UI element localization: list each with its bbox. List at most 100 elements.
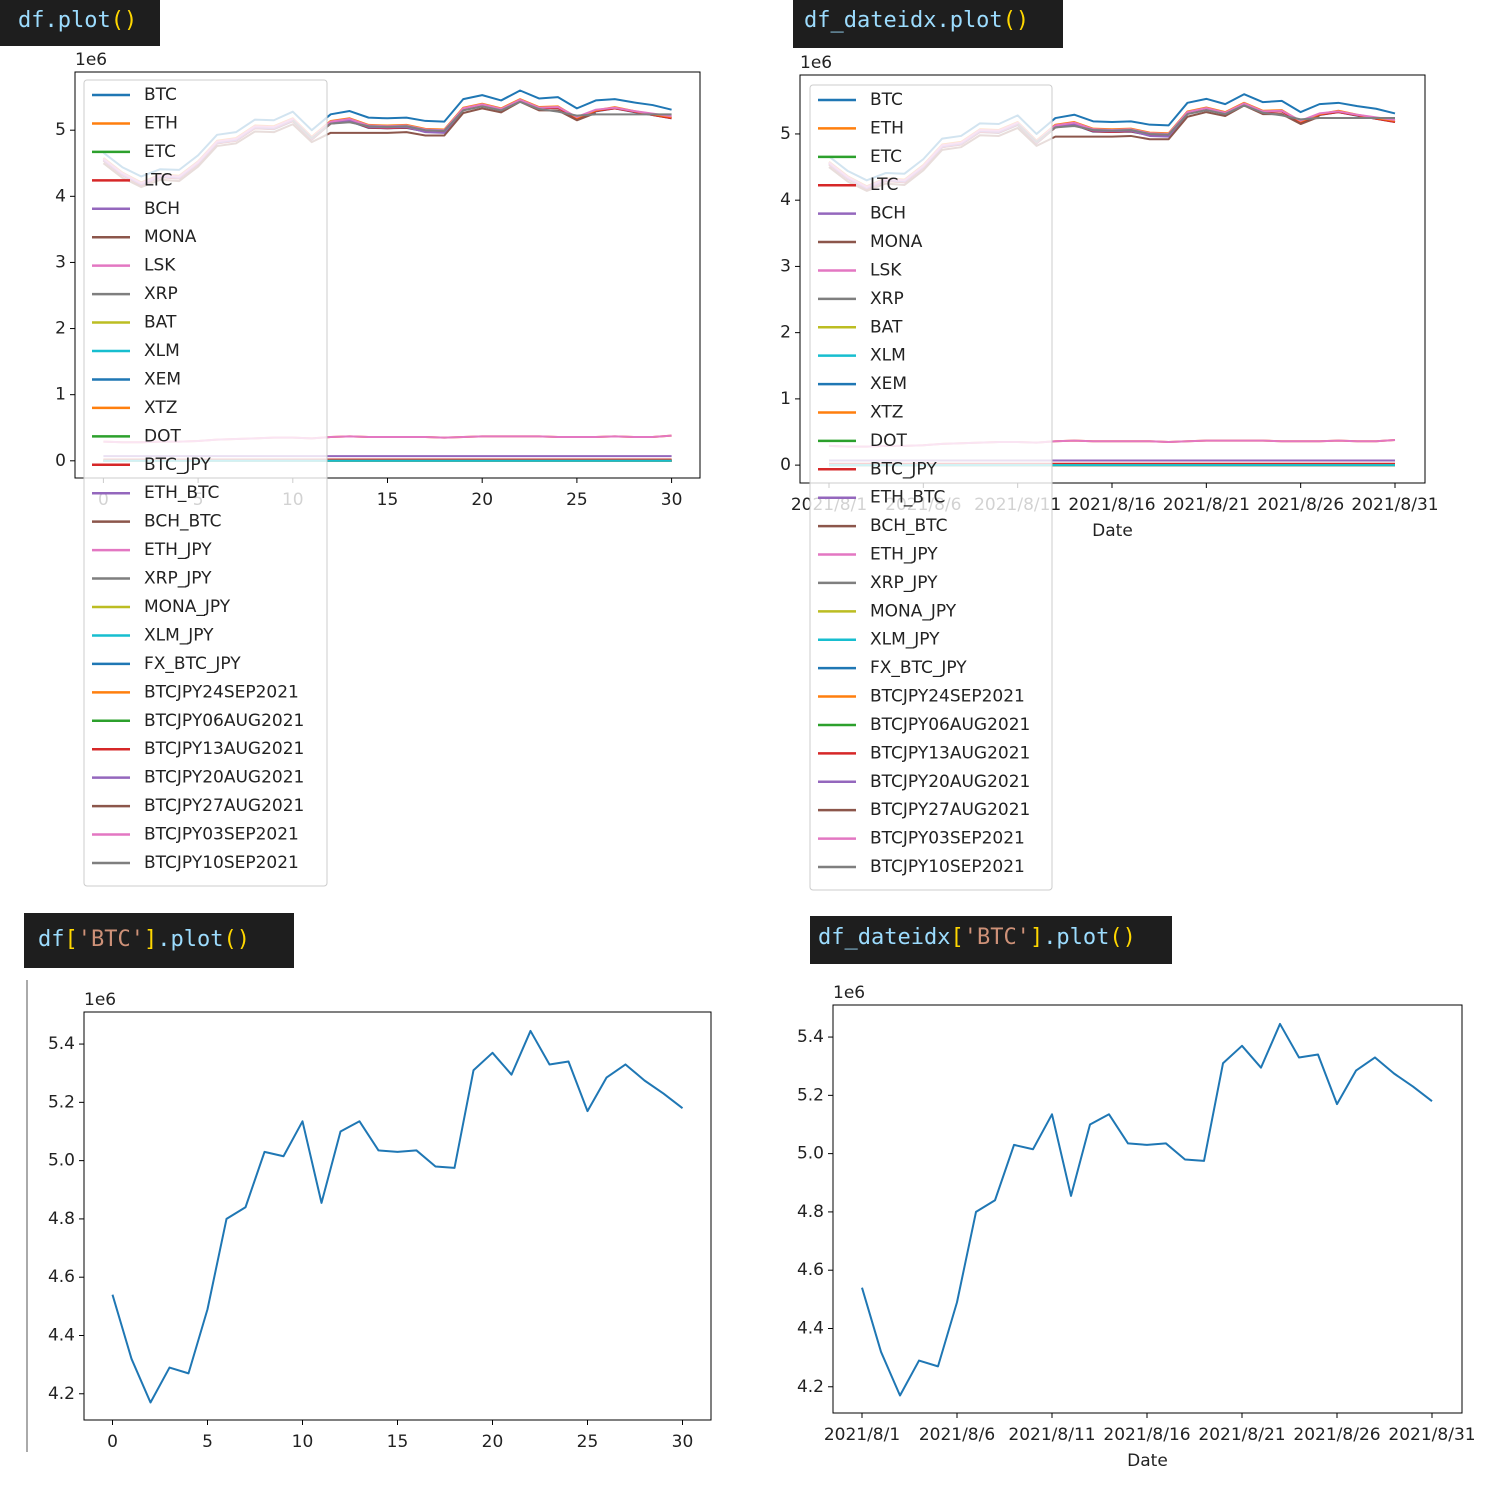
code-token: 'BTC'	[78, 927, 144, 952]
x-axis-label: Date	[1127, 1451, 1168, 1471]
code-token: ]	[1030, 925, 1043, 950]
legend-label: BTCJPY13AUG2021	[870, 743, 1030, 763]
code-text: df_dateidx['BTC'].plot()	[818, 925, 1136, 950]
legend-label: BTC_JPY	[144, 455, 211, 475]
code-text: df['BTC'].plot()	[38, 927, 250, 952]
x-axis-label: Date	[1092, 521, 1133, 541]
y-tick-label: 4.6	[48, 1267, 75, 1287]
legend-label: ETH_JPY	[870, 545, 938, 565]
legend-label: BTC	[870, 90, 903, 110]
legend-label: XRP	[144, 284, 178, 304]
legend-label: DOT	[870, 431, 907, 451]
legend-label: XLM	[144, 341, 180, 361]
legend-label: BTCJPY20AUG2021	[870, 772, 1030, 792]
code-token: ()	[111, 8, 138, 33]
y-tick-label: 4	[55, 186, 66, 206]
y-tick-label: 4.2	[797, 1377, 824, 1397]
y-tick-label: 1	[780, 389, 791, 409]
code-token: [	[950, 925, 963, 950]
legend-label: LTC	[144, 170, 172, 190]
legend-label: BTCJPY06AUG2021	[870, 715, 1030, 735]
x-tick-label: 30	[661, 490, 683, 510]
legend-label: FX_BTC_JPY	[870, 658, 967, 678]
data-line	[111, 1029, 684, 1404]
legend-label: BTC	[144, 85, 177, 105]
legend-label: BTCJPY13AUG2021	[144, 739, 304, 759]
legend-label: ETH_BTC	[144, 483, 219, 503]
legend-box	[809, 84, 1053, 891]
legend-label: ETH_JPY	[144, 540, 212, 560]
y-tick-label: 5	[55, 120, 66, 140]
code-cell	[793, 0, 1063, 48]
x-tick-label: 25	[566, 490, 588, 510]
legend-label: XEM	[870, 374, 907, 394]
axes-frame	[799, 74, 1426, 484]
x-tick-label: 15	[387, 1432, 409, 1452]
legend-label: LSK	[870, 260, 902, 280]
legend-label: MONA_JPY	[870, 601, 957, 621]
code-text: df_dateidx.plot()	[804, 8, 1029, 33]
legend-label: BAT	[870, 317, 903, 337]
x-tick-label: 2021/8/21	[1163, 495, 1250, 515]
y-offset-label: 1e6	[833, 983, 865, 1003]
x-tick-label: 2021/8/26	[1257, 495, 1344, 515]
y-tick-label: 4.2	[48, 1384, 75, 1404]
x-tick-label: 20	[482, 1432, 504, 1452]
legend-label: BTCJPY24SEP2021	[870, 687, 1025, 707]
code-cell	[0, 0, 160, 46]
legend-label: MONA	[144, 227, 197, 247]
code-token: df	[38, 927, 65, 952]
legend-label: BTCJPY03SEP2021	[870, 829, 1025, 849]
code-cell	[810, 916, 1172, 964]
legend-label: ETH_BTC	[870, 488, 945, 508]
legend-label: XEM	[144, 369, 181, 389]
x-tick-label: 5	[202, 1432, 213, 1452]
data-line	[292, 100, 672, 140]
y-tick-label: 4.4	[797, 1318, 824, 1338]
y-tick-label: 5.2	[797, 1085, 824, 1105]
legend-label: XRP_JPY	[144, 569, 212, 589]
y-offset-label: 1e6	[84, 990, 116, 1010]
code-token: ()	[1109, 925, 1136, 950]
y-tick-label: 4.4	[48, 1325, 75, 1345]
y-tick-label: 0	[55, 451, 66, 471]
y-tick-label: 4.6	[797, 1260, 824, 1280]
code-text: df.plot()	[18, 8, 137, 33]
x-tick-label: 20	[471, 490, 493, 510]
x-tick-label: 15	[377, 490, 399, 510]
legend-label: BAT	[144, 313, 177, 333]
y-tick-label: 1	[55, 385, 66, 405]
code-token: df.plot	[18, 8, 111, 33]
legend-label: BTCJPY24SEP2021	[144, 682, 299, 702]
y-tick-label: 5.0	[48, 1151, 75, 1171]
y-tick-label: 3	[55, 252, 66, 272]
y-tick-label: 2	[55, 319, 66, 339]
axes-frame	[74, 71, 701, 479]
data-line	[861, 1022, 1433, 1397]
legend-label: XLM_JPY	[870, 630, 940, 650]
legend-label: BTCJPY10SEP2021	[870, 857, 1025, 877]
legend-label: BTCJPY27AUG2021	[870, 800, 1030, 820]
code-token: ()	[223, 927, 250, 952]
code-cell	[24, 913, 294, 968]
code-token: df_dateidx.plot	[804, 8, 1003, 33]
x-tick-label: 2021/8/11	[1008, 1425, 1095, 1445]
y-tick-label: 5.4	[48, 1034, 75, 1054]
legend-box	[83, 79, 328, 887]
y-tick-label: 4.8	[797, 1202, 824, 1222]
code-token: 'BTC'	[964, 925, 1030, 950]
legend-label: BTCJPY06AUG2021	[144, 711, 304, 731]
y-tick-label: 5	[780, 124, 791, 144]
legend-label: ETC	[870, 147, 902, 167]
legend-label: BCH	[144, 199, 180, 219]
axes-frame	[832, 1004, 1463, 1414]
code-token: .plot	[157, 927, 223, 952]
legend-label: XTZ	[144, 398, 177, 418]
y-tick-label: 5.4	[797, 1027, 824, 1047]
x-tick-label: 2021/8/1	[824, 1425, 900, 1445]
x-tick-label: 0	[107, 1432, 118, 1452]
legend-label: BCH_BTC	[870, 516, 947, 536]
y-tick-label: 4	[780, 190, 791, 210]
y-offset-label: 1e6	[800, 53, 832, 73]
